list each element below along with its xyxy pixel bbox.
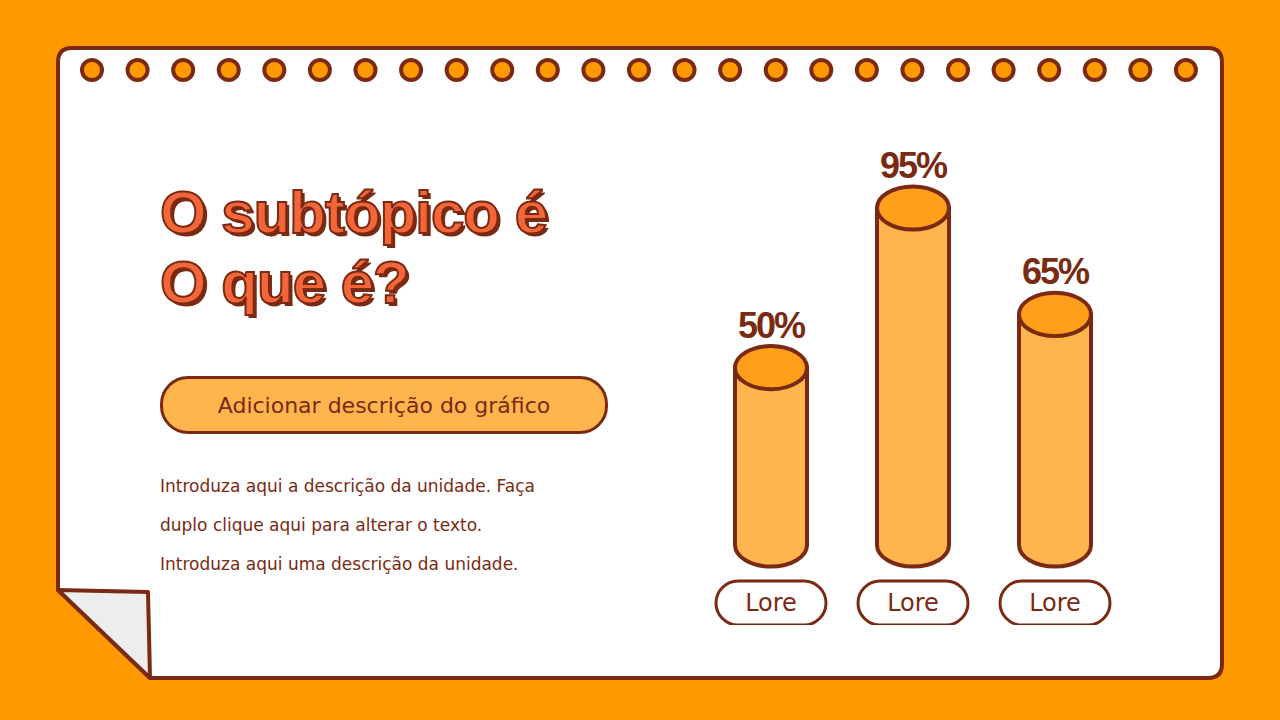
svg-text:Lore: Lore: [887, 589, 939, 617]
svg-text:95%: 95%: [880, 145, 948, 186]
html-text:O que é?: O que é?: [160, 249, 409, 316]
html-text:Introduza aqui a descrição da: Introduza aqui a descrição da unidade. F…: [160, 476, 535, 496]
html-text:duplo clique aqui para alterar: duplo clique aqui para alterar o texto.: [160, 515, 483, 535]
svg-text:Lore: Lore: [745, 589, 797, 617]
html-text:Adicionar descrição do gráfico: Adicionar descrição do gráfico: [217, 392, 551, 418]
svg-text:Lore: Lore: [1029, 589, 1081, 617]
html-text:Introduza aqui uma descrição d: Introduza aqui uma descrição da unidade.: [160, 554, 519, 574]
svg-text:50%: 50%: [738, 305, 806, 346]
svg-text:65%: 65%: [1022, 251, 1090, 292]
html-text:O subtópico é: O subtópico é: [160, 179, 547, 246]
